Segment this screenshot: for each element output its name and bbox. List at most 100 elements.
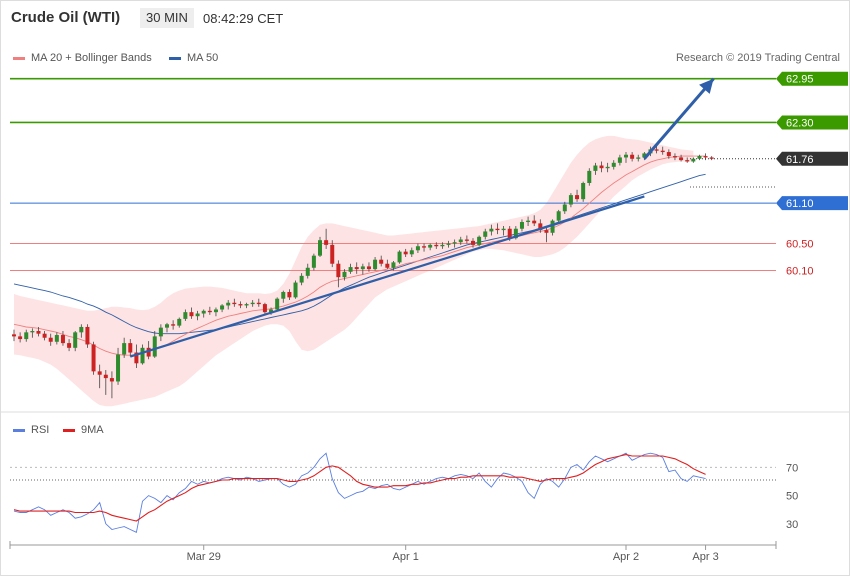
candle-body <box>42 333 47 338</box>
candle <box>103 370 108 395</box>
candle <box>152 331 157 358</box>
candle-body <box>48 337 53 342</box>
candle <box>207 306 212 315</box>
legend-ma50: MA 50 <box>169 52 218 64</box>
candle-body <box>685 160 690 162</box>
candle-body <box>513 228 518 239</box>
candle-body <box>238 304 243 306</box>
candle <box>562 201 567 214</box>
candle <box>556 209 561 224</box>
candle-body <box>373 259 378 270</box>
candle-body <box>281 291 286 299</box>
level-label-61.76: 61.76 <box>786 154 814 166</box>
candle-body <box>354 267 359 270</box>
candle-body <box>348 267 353 272</box>
candle <box>165 322 169 333</box>
candle-body <box>311 255 316 268</box>
candle <box>305 263 310 279</box>
candle-body <box>30 331 35 333</box>
candle <box>636 154 641 162</box>
rsi-legend-label: RSI <box>31 424 50 436</box>
candle-body <box>654 149 659 151</box>
candle-body <box>269 309 274 313</box>
candle <box>709 156 714 161</box>
candle <box>599 161 604 173</box>
candle-body <box>213 309 218 313</box>
candle-body <box>146 347 151 357</box>
candle-body <box>691 158 696 162</box>
timeframe-badge[interactable]: 30 MIN <box>140 8 194 28</box>
candle-body <box>501 228 506 231</box>
candle-body <box>116 354 121 382</box>
candle <box>550 219 555 236</box>
candle-body <box>581 183 586 200</box>
candle-body <box>250 302 255 305</box>
candle <box>672 153 677 161</box>
timestamp: 08:42:29 CET <box>203 11 284 26</box>
candle-body <box>336 263 341 278</box>
candle-body <box>385 263 390 268</box>
candle-body <box>67 343 72 348</box>
candle-body <box>709 157 714 159</box>
candle-body <box>630 154 635 159</box>
candle <box>422 243 427 252</box>
candle <box>587 168 592 186</box>
candle <box>85 324 90 348</box>
candle <box>428 243 433 251</box>
candle <box>177 317 182 328</box>
candle <box>685 157 690 163</box>
candle <box>140 344 145 365</box>
candle-body <box>128 343 133 353</box>
candle-body <box>226 302 231 306</box>
candle-body <box>360 266 365 270</box>
candle <box>581 181 586 202</box>
candle-body <box>262 304 267 313</box>
candle <box>366 262 371 272</box>
candle-body <box>617 157 622 163</box>
candle-body <box>562 204 567 212</box>
ma50-swatch <box>169 56 181 60</box>
candle <box>324 228 329 249</box>
level-label-60.10: 60.10 <box>786 265 814 277</box>
candle <box>538 219 543 233</box>
candle <box>519 219 524 232</box>
candle-body <box>293 282 298 298</box>
candle <box>477 235 482 247</box>
candle-body <box>244 304 249 306</box>
candle-body <box>464 239 469 241</box>
ma50-legend-label: MA 50 <box>187 52 219 64</box>
candle <box>116 347 121 385</box>
level-label-62.95: 62.95 <box>786 74 814 86</box>
rsi-swatch <box>13 428 25 432</box>
level-label-61.10: 61.10 <box>786 198 814 210</box>
candle <box>220 304 225 313</box>
candle <box>91 341 96 375</box>
candle-body <box>97 371 102 375</box>
forecast-arrow-head <box>699 78 714 94</box>
candle-body <box>275 298 280 310</box>
candle-body <box>403 251 408 255</box>
rsi-tick-50: 50 <box>786 491 798 503</box>
candle-body <box>660 150 665 153</box>
candle-body <box>18 336 23 340</box>
ma20-line <box>13 155 706 356</box>
candle-body <box>519 222 524 229</box>
candle <box>287 289 292 301</box>
candle-body <box>79 326 84 333</box>
ma9-legend-label: 9MA <box>81 424 104 436</box>
legend-ma20: MA 20 + Bollinger Bands <box>13 52 152 64</box>
candle <box>256 298 261 307</box>
candle <box>360 263 365 275</box>
candle <box>703 153 708 161</box>
candle-body <box>85 326 90 345</box>
candle <box>660 146 665 155</box>
candle <box>128 339 133 357</box>
candle-body <box>679 157 684 161</box>
rsi-tick-30: 30 <box>786 519 798 531</box>
ma50-line <box>13 173 706 335</box>
candle-body <box>697 156 702 159</box>
candle <box>109 371 114 399</box>
candle-body <box>544 230 549 233</box>
x-tick-label: Mar 29 <box>187 551 221 563</box>
candle <box>593 162 598 175</box>
